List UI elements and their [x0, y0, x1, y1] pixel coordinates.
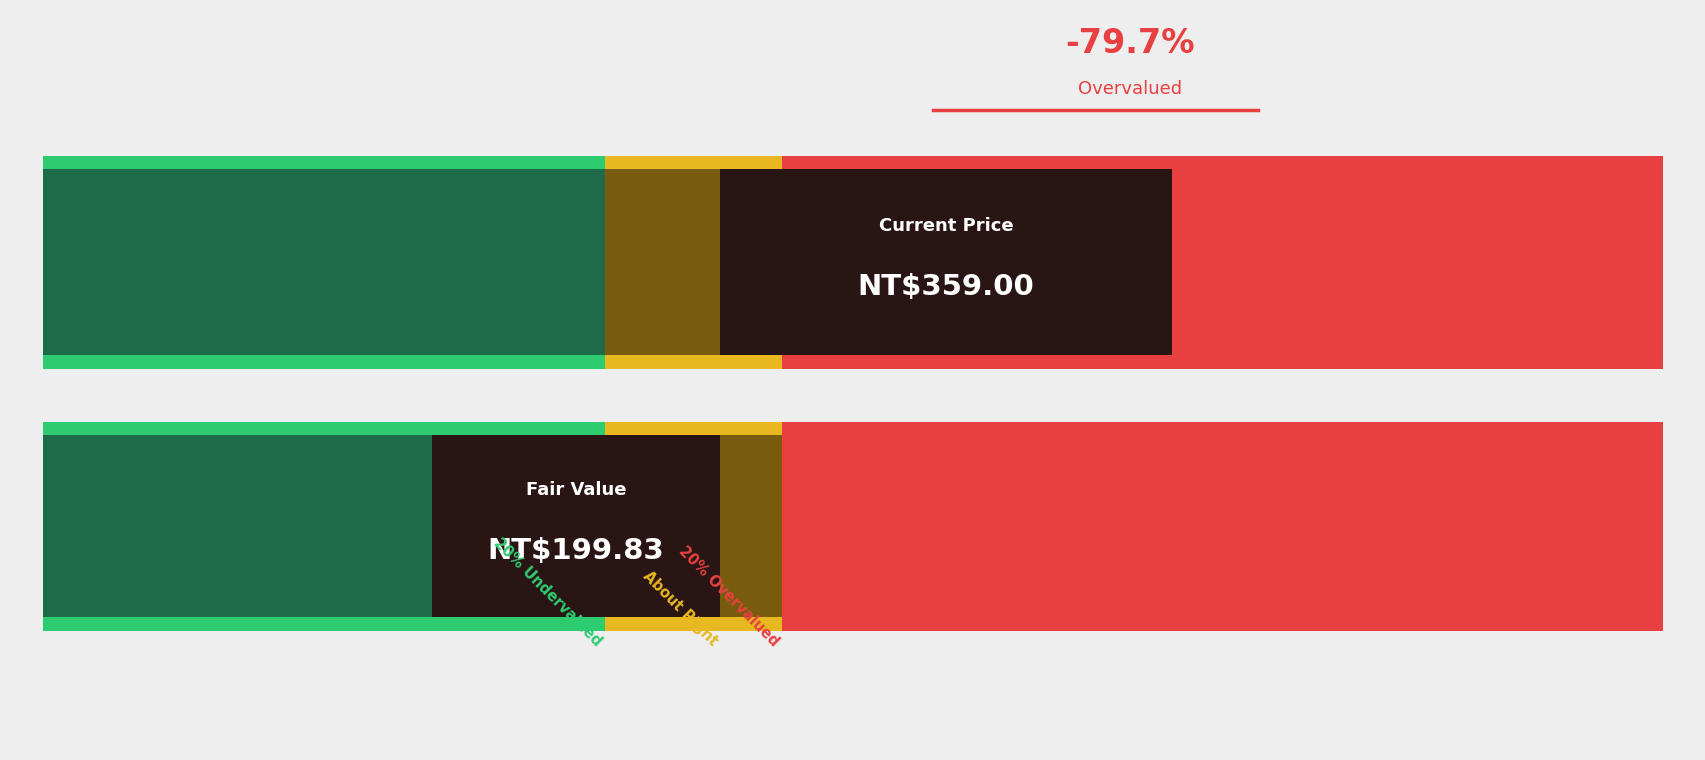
Bar [43, 422, 605, 435]
Text: Overvalued: Overvalued [1078, 80, 1182, 98]
Bar [720, 169, 1171, 355]
Text: Fair Value: Fair Value [525, 481, 626, 499]
Bar [605, 617, 781, 631]
Bar [781, 422, 1662, 435]
Text: 20% Undervalued: 20% Undervalued [491, 535, 605, 649]
Text: -79.7%: -79.7% [1064, 27, 1194, 59]
Bar [43, 355, 605, 369]
Bar [43, 435, 605, 617]
Bar [43, 169, 605, 355]
Bar [781, 355, 1662, 369]
Text: 20% Overvalued: 20% Overvalued [675, 543, 781, 649]
Bar [605, 435, 781, 617]
Bar [781, 617, 1662, 631]
Text: NT$359.00: NT$359.00 [858, 273, 1033, 300]
Bar [605, 355, 781, 369]
Bar [605, 169, 781, 355]
Bar [781, 156, 1662, 169]
Bar [781, 169, 1662, 355]
Bar [605, 422, 781, 435]
Bar [605, 156, 781, 169]
Text: NT$199.83: NT$199.83 [488, 537, 663, 565]
Bar [781, 435, 1662, 617]
Bar [43, 617, 605, 631]
Text: About Right: About Right [639, 568, 720, 649]
Bar [431, 435, 720, 617]
Bar [43, 156, 605, 169]
Text: Current Price: Current Price [878, 217, 1013, 235]
